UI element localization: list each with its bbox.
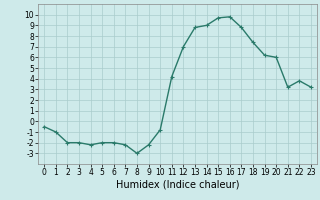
X-axis label: Humidex (Indice chaleur): Humidex (Indice chaleur) [116, 180, 239, 190]
